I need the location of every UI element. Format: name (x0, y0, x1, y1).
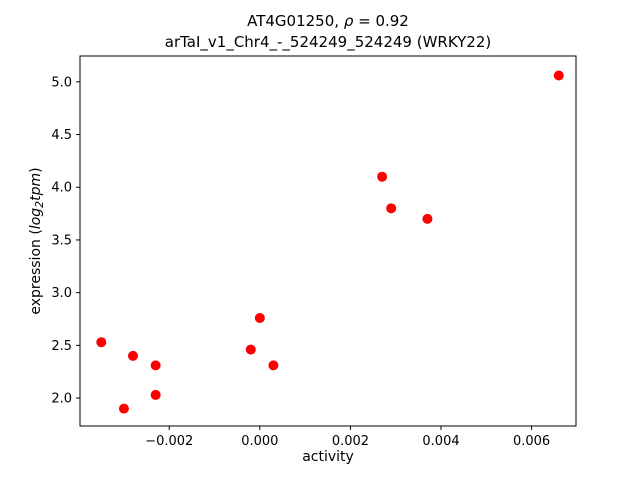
title-gene-id: AT4G01250, (247, 12, 344, 30)
y-tick-label: 2.0 (51, 392, 72, 407)
y-tick-label: 4.5 (51, 128, 72, 143)
axes-frame (79, 55, 577, 427)
y-tick-label: 3.5 (51, 233, 72, 248)
y-tick-label: 3.0 (51, 286, 72, 301)
data-point (377, 171, 388, 182)
x-tick-label: −0.002 (145, 434, 193, 449)
data-point (96, 337, 107, 348)
x-tick-label: 0.002 (332, 434, 369, 449)
title-correlation-value: = 0.92 (353, 12, 409, 30)
data-point (254, 312, 265, 323)
y-label-prefix: expression ( (28, 229, 44, 315)
y-tick-label: 5.0 (51, 75, 72, 90)
x-axis-label: activity (302, 449, 354, 465)
x-tick-label: 0.006 (513, 434, 550, 449)
y-label-tpm: tpm (28, 172, 44, 201)
y-label-close: ) (28, 167, 44, 173)
data-point (150, 389, 161, 400)
data-point (386, 203, 397, 214)
data-point (150, 360, 161, 371)
y-axis-label: expression (log2tpm) (28, 167, 46, 315)
y-label-subscript: 2 (33, 200, 46, 208)
data-point (553, 70, 564, 81)
data-point (127, 350, 138, 361)
x-tick-label: 0.004 (422, 434, 459, 449)
title-rho-symbol: ρ (343, 12, 354, 30)
data-point (245, 344, 256, 355)
chart-title: AT4G01250, ρ = 0.92 arTaI_v1_Chr4_-_5242… (80, 11, 576, 53)
chart-title-line1: AT4G01250, ρ = 0.92 (80, 11, 576, 32)
chart-subtitle: arTaI_v1_Chr4_-_524249_524249 (WRKY22) (164, 33, 492, 51)
y-tick-label: 4.0 (51, 181, 72, 196)
y-tick-label: 2.5 (51, 339, 72, 354)
x-tick-label: 0.000 (241, 434, 278, 449)
data-point (118, 403, 129, 414)
data-point (268, 360, 279, 371)
y-label-log: log (28, 207, 44, 230)
data-point (422, 213, 433, 224)
